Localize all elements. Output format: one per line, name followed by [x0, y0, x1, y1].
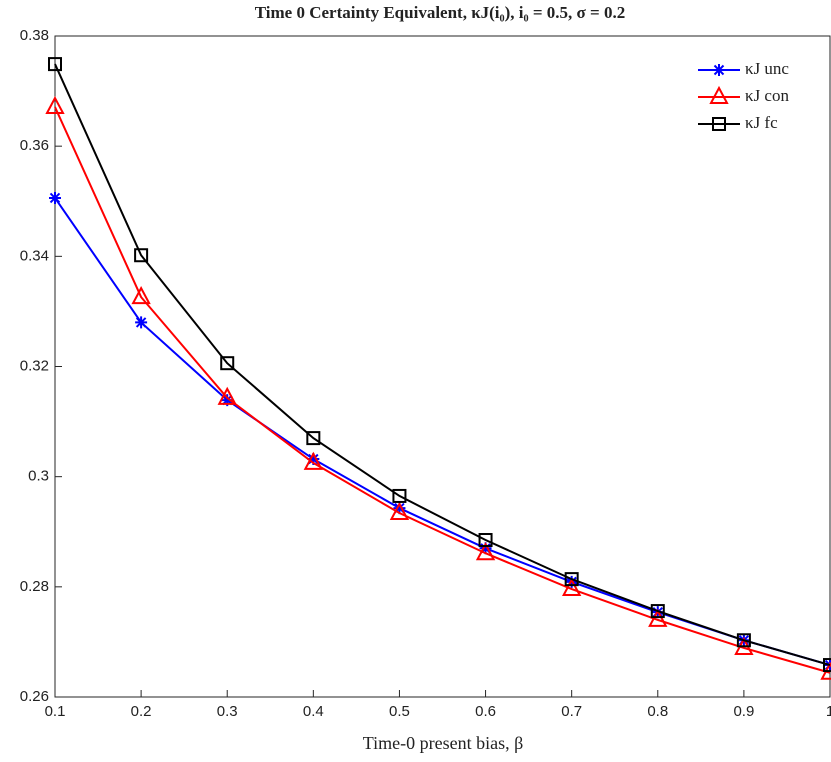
x-tick-label: 0.1	[45, 703, 66, 720]
marker	[49, 191, 61, 204]
x-tick-label: 0.2	[131, 703, 152, 720]
marker	[135, 316, 148, 329]
x-tick-label: 0.6	[475, 703, 496, 720]
legend-marker	[709, 85, 729, 104]
marker	[823, 658, 831, 673]
marker	[306, 431, 321, 446]
marker	[221, 394, 234, 407]
y-tick-label: 0.34	[20, 247, 49, 264]
plot-area	[54, 35, 831, 698]
marker	[307, 453, 320, 466]
chart-title: Time 0 Certainty Equivalent, κJ(i₀), i₀ …	[255, 3, 625, 22]
x-axis-label: Time-0 present bias, β	[363, 733, 523, 753]
legend-label: κJ fc	[745, 113, 778, 132]
legend-label: κJ con	[745, 86, 789, 105]
x-tick-label: 0.9	[733, 703, 754, 720]
y-tick-label: 0.38	[20, 27, 49, 44]
marker	[220, 356, 235, 371]
marker	[303, 451, 323, 470]
series-line	[54, 63, 831, 667]
marker	[389, 501, 410, 521]
series-line	[54, 106, 831, 674]
marker	[45, 95, 65, 115]
y-tick-label: 0.3	[28, 468, 49, 485]
marker	[475, 542, 496, 561]
series-line	[54, 197, 831, 667]
y-tick-label: 0.32	[20, 357, 49, 374]
marker	[650, 604, 665, 619]
marker	[478, 533, 493, 548]
legend-marker	[712, 117, 726, 131]
marker	[393, 502, 406, 515]
x-tick-label: 0.8	[647, 703, 668, 720]
marker	[564, 572, 579, 587]
y-tick-label: 0.26	[20, 688, 49, 705]
marker	[392, 488, 407, 503]
legend-label: κJ unc	[745, 59, 789, 78]
y-tick-label: 0.36	[20, 137, 49, 154]
marker	[131, 285, 151, 305]
marker	[134, 248, 149, 263]
x-tick-label: 0.3	[217, 703, 238, 720]
x-tick-label: 0.5	[389, 703, 410, 720]
x-tick-label: 1	[826, 703, 831, 720]
marker	[736, 633, 751, 648]
legend-marker	[713, 64, 725, 76]
x-tick-label: 0.4	[303, 703, 324, 720]
marker	[562, 577, 582, 597]
marker	[48, 57, 62, 72]
y-tick-label: 0.28	[20, 578, 49, 595]
marker	[648, 608, 668, 627]
marker	[217, 386, 237, 405]
x-tick-label: 0.7	[561, 703, 582, 720]
marker	[479, 542, 492, 555]
